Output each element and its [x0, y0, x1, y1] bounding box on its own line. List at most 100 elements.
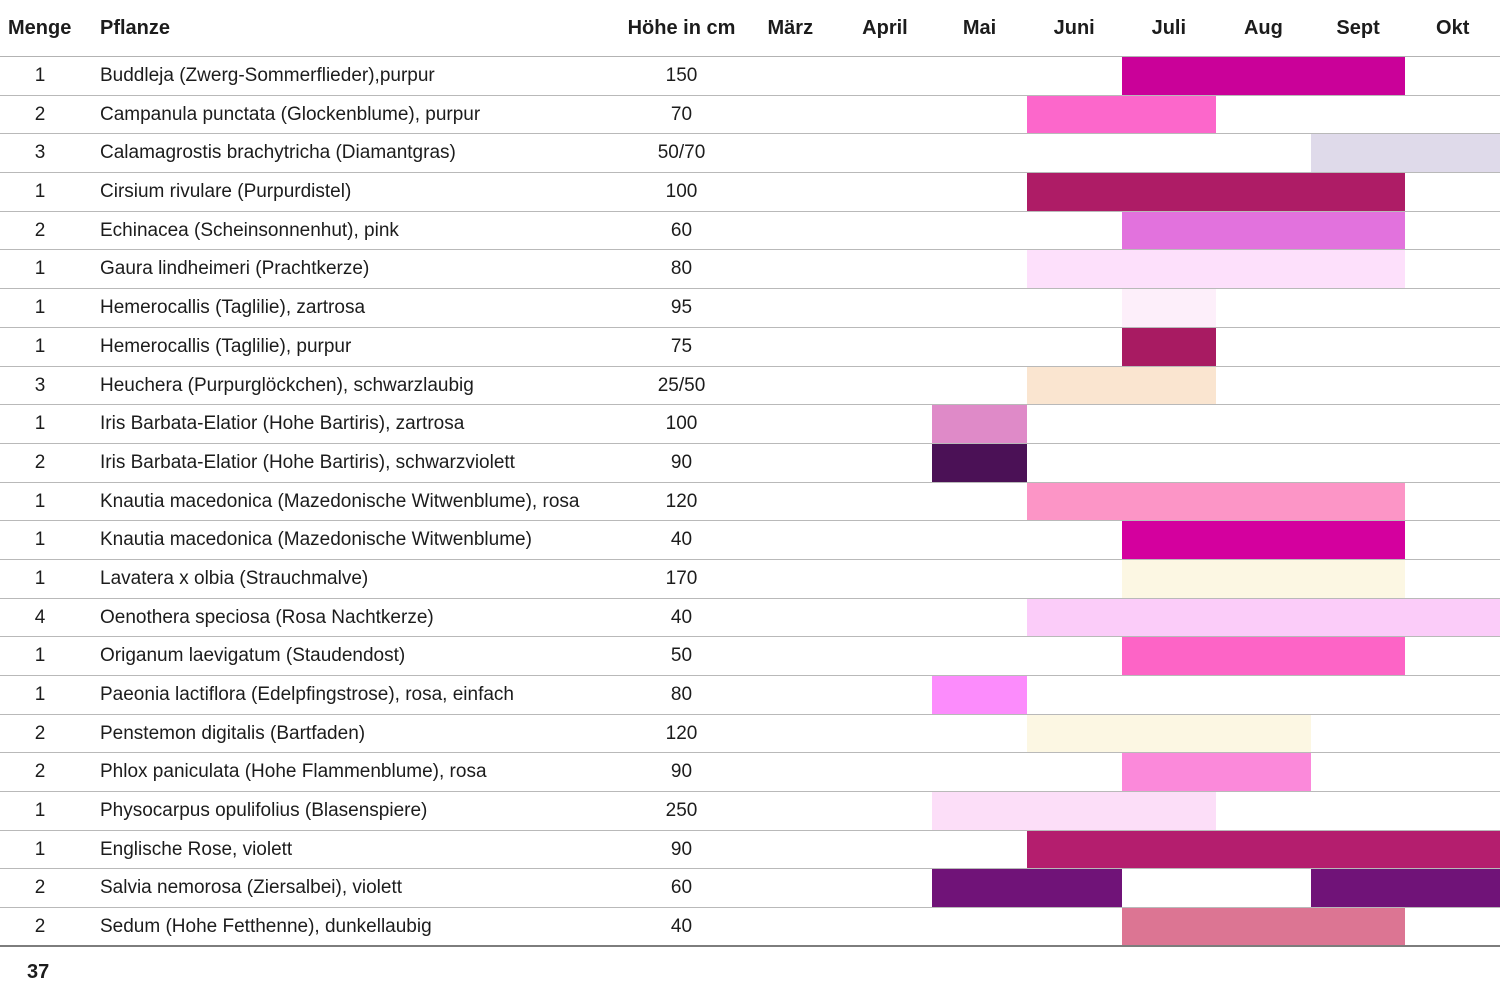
height-value: 40 — [670, 916, 693, 938]
quantity-value: 1 — [34, 65, 46, 86]
quantity-value: 4 — [34, 606, 46, 628]
bloom-bar — [1026, 598, 1500, 637]
table-row: 2 Iris Barbata-Elatior (Hohe Bartiris), … — [0, 443, 1500, 483]
plant-name: Origanum laevigatum (Staudendost) — [100, 645, 406, 667]
bloom-bar — [932, 869, 1122, 908]
bloom-bar — [1121, 908, 1406, 945]
quantity-value: 2 — [34, 219, 46, 241]
bloom-timeline — [743, 714, 1500, 753]
quantity-value: 1 — [34, 684, 46, 705]
bloom-bar — [1026, 482, 1406, 521]
table-row: 1 Paeonia lactiflora (Edelpfingstrose), … — [0, 676, 1500, 715]
column-header-pflanze: Pflanze — [100, 17, 171, 39]
bloom-bar — [1026, 830, 1500, 869]
bloom-timeline — [743, 134, 1500, 173]
height-value: 60 — [670, 219, 693, 241]
quantity-value: 3 — [34, 374, 46, 396]
table-row: 2 Phlox paniculata (Hohe Flammenblume), … — [0, 753, 1500, 793]
height-value: 90 — [670, 761, 693, 783]
plant-name: Iris Barbata-Elatior (Hohe Bartiris), za… — [100, 413, 465, 435]
height-value: 80 — [670, 684, 693, 705]
quantity-value: 2 — [34, 916, 46, 938]
bloom-timeline — [743, 559, 1500, 598]
column-header-april: April — [862, 17, 908, 39]
height-value: 90 — [670, 451, 693, 473]
column-header-juni: Juni — [1053, 17, 1095, 39]
bloom-bar — [1121, 57, 1406, 95]
bloom-timeline — [743, 443, 1500, 482]
bloom-timeline — [743, 482, 1500, 521]
bloom-bar — [1121, 753, 1311, 792]
height-value: 90 — [670, 838, 693, 860]
height-value: 150 — [665, 65, 698, 86]
height-value: 25/50 — [657, 374, 706, 396]
plant-name: Calamagrostis brachytricha (Diamantgras) — [100, 142, 456, 164]
quantity-value: 2 — [34, 722, 46, 744]
bloom-timeline — [743, 676, 1500, 714]
table-row: 1 Knautia macedonica (Mazedonische Witwe… — [0, 482, 1500, 522]
height-value: 100 — [665, 413, 698, 435]
plant-name: Echinacea (Scheinsonnenhut), pink — [100, 219, 399, 241]
table-row: 1 Origanum laevigatum (Staudendost) 50 — [0, 637, 1500, 676]
height-value: 170 — [665, 567, 698, 589]
plant-name: Heuchera (Purpurglöckchen), schwarzlaubi… — [100, 374, 474, 396]
height-value: 95 — [670, 297, 693, 319]
plant-name: Oenothera speciosa (Rosa Nachtkerze) — [100, 606, 434, 628]
table-row: 1 Hemerocallis (Taglilie), purpur 75 — [0, 327, 1500, 367]
bloom-timeline — [743, 95, 1500, 134]
quantity-value: 3 — [34, 142, 46, 164]
table-row: 4 Oenothera speciosa (Rosa Nachtkerze) 4… — [0, 598, 1500, 638]
column-header-menge: Menge — [8, 17, 72, 39]
bloom-timeline — [743, 753, 1500, 792]
plant-name: Hemerocallis (Taglilie), purpur — [100, 335, 352, 357]
height-value: 75 — [670, 335, 693, 357]
quantity-value: 1 — [34, 529, 46, 551]
table-row: 3 Heuchera (Purpurglöckchen), schwarzlau… — [0, 366, 1500, 406]
plant-name: Hemerocallis (Taglilie), zartrosa — [100, 297, 366, 319]
table-row: 1 Iris Barbata-Elatior (Hohe Bartiris), … — [0, 405, 1500, 444]
bloom-bar — [1026, 173, 1406, 211]
height-value: 120 — [665, 490, 698, 512]
bloom-timeline — [743, 637, 1500, 675]
quantity-value: 1 — [34, 181, 46, 203]
bloom-timeline — [743, 869, 1500, 908]
month-header-group: März April Mai Juni Juli Aug Sept Okt — [743, 0, 1500, 57]
bloom-timeline — [743, 211, 1500, 250]
table-row: 1 Buddleja (Zwerg-Sommerflieder),purpur … — [0, 57, 1500, 96]
bloom-bar — [1121, 637, 1406, 675]
table-row: 2 Salvia nemorosa (Ziersalbei), violett … — [0, 869, 1500, 909]
bloom-bar — [932, 443, 1027, 482]
bloom-timeline — [743, 830, 1500, 869]
height-value: 80 — [670, 258, 693, 280]
height-value: 250 — [665, 800, 698, 822]
bloom-bar — [932, 405, 1027, 443]
quantity-value: 1 — [34, 645, 46, 667]
table-row: 1 Gaura lindheimeri (Prachtkerze) 80 — [0, 250, 1500, 290]
plant-name: Salvia nemorosa (Ziersalbei), violett — [100, 877, 403, 899]
table-row: 1 Englische Rose, violett 90 — [0, 830, 1500, 870]
height-value: 70 — [670, 103, 693, 125]
quantity-value: 2 — [34, 877, 46, 899]
column-header-sept: Sept — [1336, 17, 1380, 39]
table-row: 2 Sedum (Hohe Fetthenne), dunkellaubig 4… — [0, 908, 1500, 947]
table-row: 1 Knautia macedonica (Mazedonische Witwe… — [0, 521, 1500, 560]
column-header-hoehe: Höhe in cm — [627, 17, 736, 39]
column-header-okt: Okt — [1436, 17, 1470, 39]
quantity-value: 2 — [34, 761, 46, 783]
bloom-bar — [1026, 714, 1311, 753]
table-row: 2 Penstemon digitalis (Bartfaden) 120 — [0, 714, 1500, 754]
quantity-value: 1 — [34, 490, 46, 512]
bloom-bar — [1310, 134, 1500, 173]
height-value: 40 — [670, 529, 693, 551]
height-value: 40 — [670, 606, 693, 628]
quantity-value: 1 — [34, 297, 46, 319]
plant-name: Phlox paniculata (Hohe Flammenblume), ro… — [100, 761, 487, 783]
bloom-timeline — [743, 405, 1500, 443]
quantity-value: 1 — [34, 567, 46, 589]
height-value: 50/70 — [657, 142, 706, 164]
plant-name: Iris Barbata-Elatior (Hohe Bartiris), sc… — [100, 451, 515, 473]
quantity-value: 2 — [34, 451, 46, 473]
quantity-value: 1 — [34, 335, 46, 357]
bloom-bar — [1121, 559, 1406, 598]
